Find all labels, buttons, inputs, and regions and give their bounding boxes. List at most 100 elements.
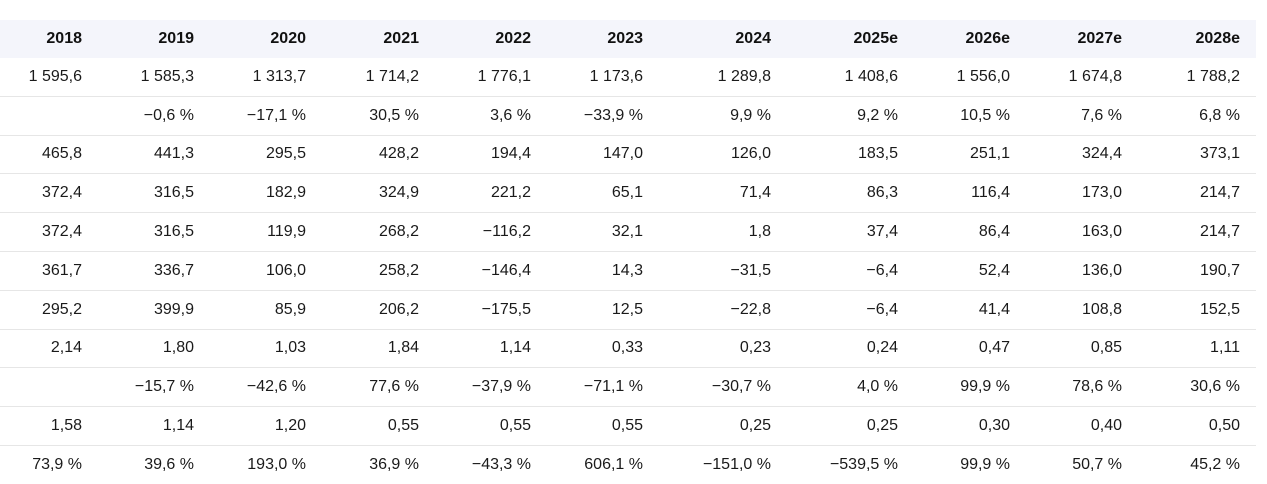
table-cell: 14,3 <box>547 251 659 291</box>
table-cell: 1 408,6 <box>787 58 914 97</box>
table-cell: 361,7 <box>0 251 98 291</box>
table-cell: 106,0 <box>210 251 322 291</box>
table-cell: 0,23 <box>659 329 787 369</box>
table-cell: 316,5 <box>98 212 210 252</box>
table-row: 372,4 316,5 119,9 268,2 −116,2 32,1 1,8 37,4 86,… <box>0 212 1256 252</box>
table-cell: 7,6 % <box>1026 96 1138 136</box>
table-cell: 2,14 <box>0 329 98 369</box>
column-header: 2027e <box>1077 30 1123 47</box>
table-cell: 52,4 <box>914 251 1026 291</box>
table-cell: 4,0 % <box>787 367 914 408</box>
table-cell: 1 585,3 <box>98 58 210 97</box>
table-cell: −116,2 <box>435 212 547 252</box>
table-cell: 214,7 <box>1138 212 1256 252</box>
table-cell: 9,2 % <box>787 96 914 136</box>
table-cell: 190,7 <box>1138 251 1256 291</box>
table-cell: 37,4 <box>787 212 914 252</box>
table-cell: 1,8 <box>659 212 787 252</box>
column-header: 2023 <box>607 30 643 47</box>
table-cell: −175,5 <box>435 290 547 330</box>
table-row: 361,7 336,7 106,0 258,2 −146,4 14,3 −31,5 −6,4 5… <box>0 251 1256 291</box>
table-cell: 0,47 <box>914 329 1026 369</box>
column-header: 2019 <box>158 30 194 47</box>
table-cell: 0,55 <box>547 406 659 446</box>
table-cell: 1,20 <box>210 406 322 446</box>
table-row: 465,8 441,3 295,5 428,2 194,4 147,0 126,0 183,5… <box>0 135 1256 175</box>
table-cell: 0,33 <box>547 329 659 369</box>
table-cell: −71,1 % <box>547 367 659 408</box>
table-cell: 1 595,6 <box>0 58 98 97</box>
table-cell: 465,8 <box>0 135 98 175</box>
table-cell: 119,9 <box>210 212 322 252</box>
table-cell: 173,0 <box>1026 173 1138 214</box>
table-cell: −17,1 % <box>210 96 322 136</box>
table-row: 1,58 1,14 1,20 0,55 0,55 0,55 0,25 0,25 0,30 0,40… <box>0 406 1256 446</box>
table-row: 372,4 316,5 182,9 324,9 221,2 65,1 71,4 86,3 116… <box>0 173 1256 214</box>
table-cell: 3,6 % <box>435 96 547 136</box>
column-header: 2025e <box>853 30 899 47</box>
table-row: −15,7 % −42,6 % 77,6 % −37,9 % −71,1 % −30,7 … <box>0 367 1256 408</box>
table-cell: 193,0 % <box>247 455 306 473</box>
table-cell: 65,1 <box>547 173 659 214</box>
table-cell: 108,8 <box>1026 290 1138 330</box>
table-cell: 12,5 <box>547 290 659 330</box>
column-header: 2024 <box>735 30 771 47</box>
table-cell: 152,5 <box>1138 290 1256 330</box>
table-cell: 0,40 <box>1026 406 1138 446</box>
header-row: 2018 2019 2020 2021 2022 2023 2024 2025e 2026e 20… <box>0 20 1256 58</box>
column-header: 2022 <box>495 30 531 47</box>
table-cell: 606,1 % <box>584 455 643 473</box>
financial-table-container: 2018 2019 2020 2021 2022 2023 2024 2025e 2026e 20… <box>0 20 1256 484</box>
table-cell: 1 788,2 <box>1138 58 1256 97</box>
table-cell: 1,84 <box>322 329 435 369</box>
table-cell: 71,4 <box>659 173 787 214</box>
table-cell: −0,6 % <box>98 96 210 136</box>
table-cell: 78,6 % <box>1026 367 1138 408</box>
table-cell: 221,2 <box>435 173 547 214</box>
column-header: 2020 <box>270 30 306 47</box>
column-header: 2018 <box>46 30 82 47</box>
table-cell: 41,4 <box>914 290 1026 330</box>
table-cell: 1,11 <box>1138 329 1256 369</box>
table-cell: 372,4 <box>0 212 98 252</box>
table-cell: 1,80 <box>98 329 210 369</box>
table-cell: 30,6 % <box>1138 367 1256 408</box>
table-cell: 6,8 % <box>1138 96 1256 136</box>
table-cell <box>0 96 98 136</box>
table-row: 73,9 % 39,6 % 193,0 % 36,9 % −43,3 % 606,1 % −… <box>0 445 1256 483</box>
table-cell: 316,5 <box>98 173 210 214</box>
column-header: 2021 <box>383 30 419 47</box>
table-cell: 0,25 <box>659 406 787 446</box>
table-cell: 1 289,8 <box>659 58 787 97</box>
table-cell: −6,4 <box>787 290 914 330</box>
table-cell: 116,4 <box>914 173 1026 214</box>
table-cell: 1,58 <box>0 406 98 446</box>
table-cell: 399,9 <box>98 290 210 330</box>
table-cell: 1 556,0 <box>914 58 1026 97</box>
table-cell: 77,6 % <box>322 367 435 408</box>
table-cell: 39,6 % <box>144 455 194 473</box>
column-header: 2026e <box>965 30 1011 47</box>
table-cell: −6,4 <box>787 251 914 291</box>
table-row: −0,6 % −17,1 % 30,5 % 3,6 % −33,9 % 9,9 % 9,2 … <box>0 96 1256 136</box>
table-header: 2018 2019 2020 2021 2022 2023 2024 2025e 2026e 20… <box>0 20 1256 58</box>
table-cell: 147,0 <box>547 135 659 175</box>
table-cell: 0,55 <box>435 406 547 446</box>
table-cell: −151,0 % <box>702 455 771 473</box>
table-cell: 126,0 <box>659 135 787 175</box>
table-cell: 36,9 % <box>369 455 419 473</box>
table-cell: 0,30 <box>914 406 1026 446</box>
table-cell: 251,1 <box>914 135 1026 175</box>
table-cell: 50,7 % <box>1072 455 1122 473</box>
table-cell: 0,85 <box>1026 329 1138 369</box>
table-cell: 32,1 <box>547 212 659 252</box>
table-cell: −146,4 <box>435 251 547 291</box>
table-cell: 99,9 % <box>914 367 1026 408</box>
table-cell: 9,9 % <box>659 96 787 136</box>
table-cell: 1,03 <box>210 329 322 369</box>
table-row: 295,2 399,9 85,9 206,2 −175,5 12,5 −22,8 −6,4 41… <box>0 290 1256 330</box>
table-cell: 373,1 <box>1138 135 1256 175</box>
table-cell: 85,9 <box>210 290 322 330</box>
table-cell: −15,7 % <box>98 367 210 408</box>
table-cell: 30,5 % <box>322 96 435 136</box>
